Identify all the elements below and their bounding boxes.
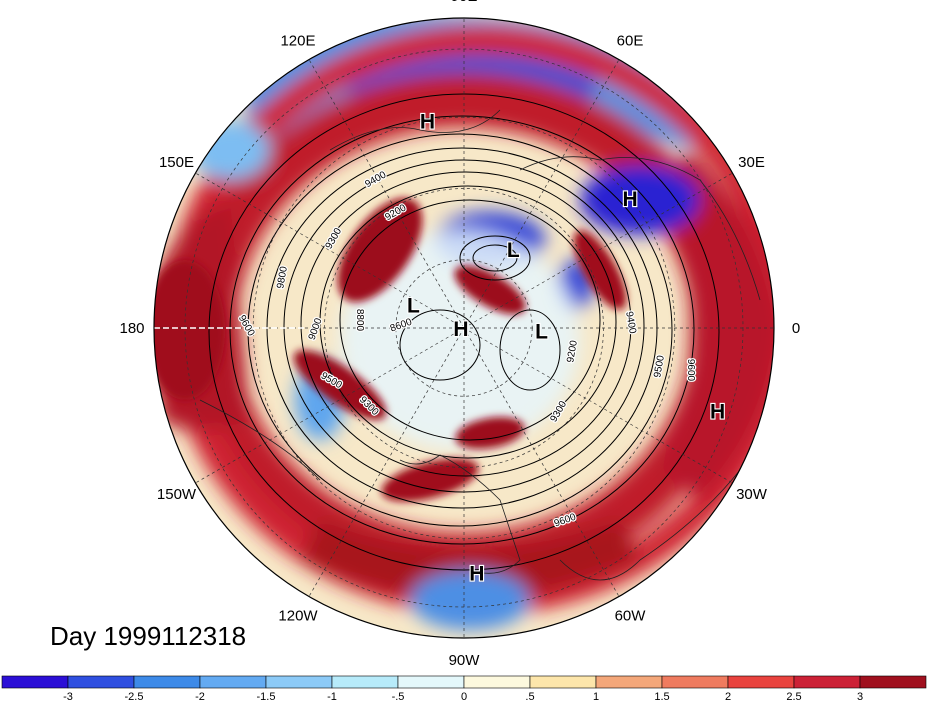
meridian-line: [463, 327, 620, 597]
meridian-line: [463, 327, 733, 484]
colorbar-tick-label: -.5: [392, 691, 405, 702]
contour-value-label: 9400: [623, 311, 638, 335]
colorbar-swatch: [661, 675, 729, 689]
pressure-centers: H H L L H L H H: [406, 109, 726, 586]
colorbar-tick-label: 1.5: [654, 691, 669, 702]
colorbar-tick-label: .5: [525, 691, 534, 702]
high-pressure-label: H: [710, 400, 725, 423]
colorbar-swatch: [859, 675, 927, 689]
colorbar-tick-label: -2.5: [125, 691, 144, 702]
high-pressure-label: H: [623, 188, 638, 211]
colorbar-swatch: [265, 675, 333, 689]
colorbar-tick-label: -2: [195, 691, 205, 702]
lon-label-60e: 60E: [617, 33, 644, 50]
high-pressure-label: H: [420, 110, 435, 133]
meridian-line: [195, 172, 465, 329]
high-pressure-label: H: [469, 563, 484, 586]
meridian-line: [308, 59, 465, 329]
lon-label-60w: 60W: [615, 608, 647, 625]
colorbar-tick-label: 2.5: [786, 691, 801, 702]
longitude-labels: 90E 60E 30E 0 30W 60W 90W 120W 150W 180 150E 120E: [119, 0, 800, 669]
globe-outline: [153, 17, 775, 639]
colorbar-tick-label: -1: [327, 691, 337, 702]
meridian-line: [308, 327, 465, 597]
meridian-line: [195, 327, 465, 484]
contour-value-label: 9200: [565, 339, 580, 363]
colorbar-swatch: [67, 675, 135, 689]
low-pressure-label: L: [535, 321, 548, 344]
colorbar: -3 -2.5 -2 -1.5 -1 -.5 0 .5 1 1.5 2 2.5 3: [1, 675, 927, 702]
high-pressure-label: H: [453, 318, 468, 341]
graticule: [154, 18, 774, 638]
colorbar-tick-label: 1: [593, 691, 599, 702]
lon-label-30w: 30W: [736, 486, 768, 503]
lon-label-30e: 30E: [738, 154, 765, 171]
lon-label-120w: 120W: [278, 608, 318, 625]
colorbar-tick-label: -3: [63, 691, 73, 702]
low-pressure-label: L: [507, 239, 520, 262]
colorbar-tick-label: -1.5: [257, 691, 276, 702]
contour-value-label: 9600: [685, 359, 696, 382]
latitude-circle: [324, 188, 604, 468]
lon-label-90w: 90W: [449, 652, 481, 669]
colorbar-swatch: [463, 675, 531, 689]
contour-value-label: 8800: [354, 309, 365, 332]
contour-value-label: 9800: [275, 265, 290, 289]
contour-value-label: 9500: [652, 354, 667, 378]
low-pressure-label: L: [407, 294, 420, 317]
colorbar-swatch: [199, 675, 267, 689]
meridian-line: [463, 59, 620, 329]
colorbar-swatch: [331, 675, 399, 689]
colorbar-tick-label: 0: [461, 691, 467, 702]
colorbar-swatch: [529, 675, 597, 689]
colorbar-swatch: [397, 675, 465, 689]
date-label: Day 1999112318: [50, 621, 246, 651]
colorbar-tick-label: 2: [725, 691, 731, 702]
colorbar-swatch: [133, 675, 201, 689]
lon-label-0: 0: [792, 320, 800, 337]
lon-label-150e: 150E: [159, 154, 194, 171]
colorbar-swatch: [727, 675, 795, 689]
colorbar-swatch: [793, 675, 861, 689]
colorbar-swatch: [595, 675, 663, 689]
meridian-line: [463, 172, 733, 329]
lon-label-180: 180: [119, 320, 144, 337]
latitude-circle: [395, 259, 533, 397]
lon-label-150w: 150W: [157, 486, 197, 503]
colorbar-swatch: [1, 675, 69, 689]
lon-label-90e: 90E: [451, 0, 478, 5]
lon-label-120e: 120E: [280, 33, 315, 50]
colorbar-tick-label: 3: [857, 691, 863, 702]
